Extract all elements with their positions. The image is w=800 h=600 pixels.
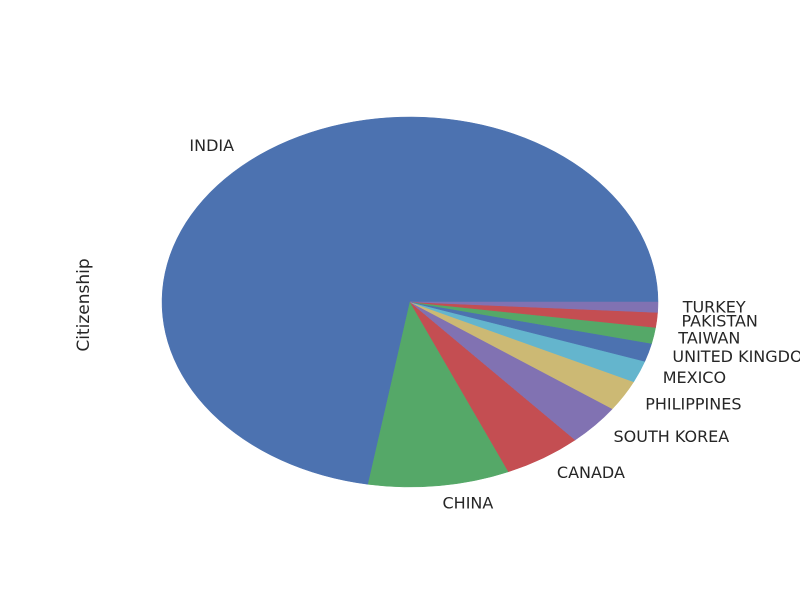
slice-label-united-kingdom: UNITED KINGDOM (672, 347, 800, 366)
slice-label-pakistan: PAKISTAN (682, 311, 758, 330)
slice-label-mexico: MEXICO (663, 368, 726, 387)
pie-slice-china (367, 301, 509, 488)
pie-slice-turkey (409, 301, 659, 313)
slice-label-philippines: PHILIPPINES (645, 395, 741, 414)
slice-label-india: INDIA (189, 136, 234, 155)
pie-labels: INDIA CHINA CANADA SOUTH KOREA PHILIPPINES ME… (189, 136, 800, 513)
pie-slice-india (161, 116, 659, 485)
slice-label-taiwan: TAIWAN (677, 328, 740, 347)
slice-label-turkey: TURKEY (682, 297, 746, 316)
y-axis-label: Citizenship (74, 258, 94, 351)
slice-label-canada: CANADA (557, 463, 625, 482)
pie-slices (161, 116, 659, 488)
slice-label-south-korea: SOUTH KOREA (614, 427, 730, 446)
slice-label-china: CHINA (443, 494, 494, 513)
